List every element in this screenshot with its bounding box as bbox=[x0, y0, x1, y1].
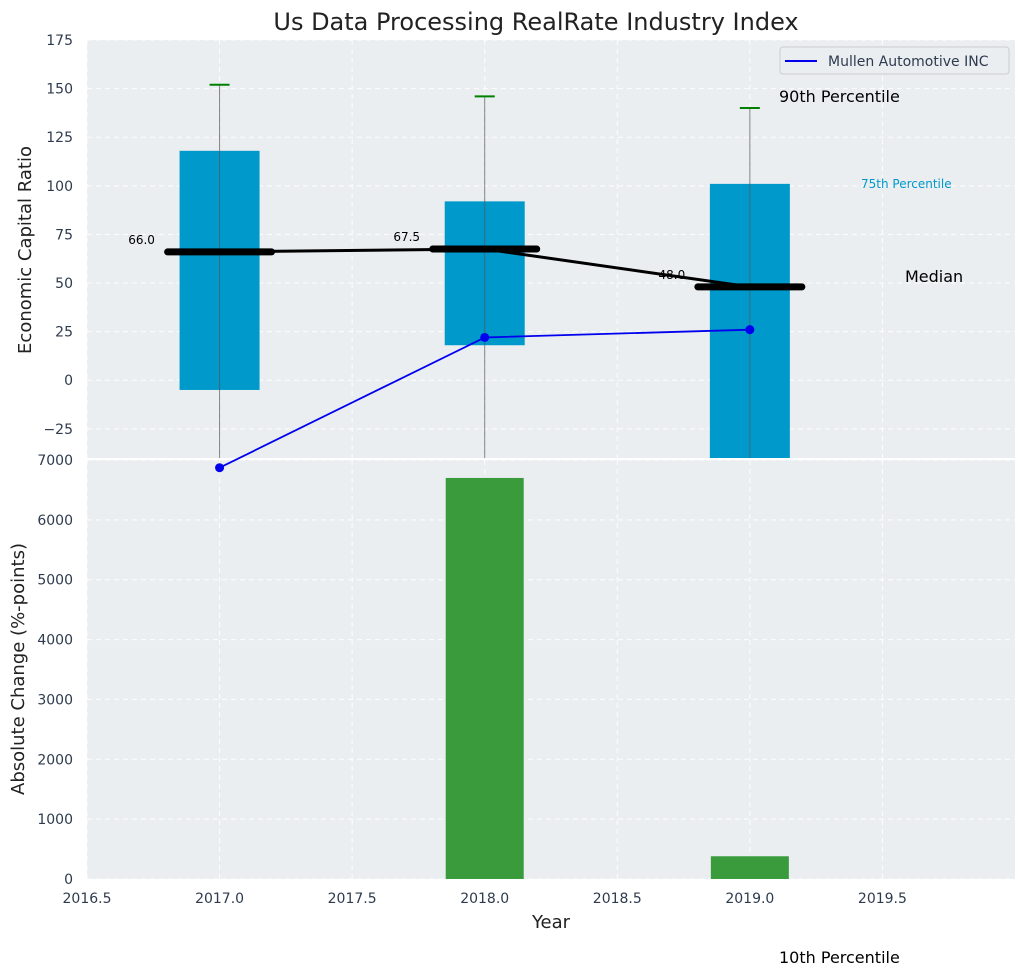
series-point-mullen bbox=[480, 332, 490, 342]
top-y-tick-label: 100 bbox=[46, 179, 73, 195]
bottom-y-tick-label: 5000 bbox=[37, 573, 73, 589]
top-y-tick-label: 25 bbox=[55, 325, 73, 341]
x-tick-label: 2017.5 bbox=[328, 891, 377, 907]
top-y-tick-label: 50 bbox=[55, 276, 73, 292]
x-tick-label: 2019.0 bbox=[725, 891, 774, 907]
legend-label: Mullen Automotive INC bbox=[828, 54, 989, 70]
top-y-tick-label: −25 bbox=[43, 422, 73, 438]
grid-bottom bbox=[86, 459, 1015, 880]
top-plot-layer: 66.0 67.5 48.0 bbox=[128, 83, 806, 473]
top-y-tick-label: 150 bbox=[46, 82, 73, 98]
x-tick-label: 2017.0 bbox=[195, 891, 244, 907]
bottom-y-tick-label: 2000 bbox=[37, 752, 73, 768]
annotation-90th-percentile: 90th Percentile bbox=[779, 87, 900, 106]
top-y-tick-label: 0 bbox=[64, 373, 73, 389]
bottom-y-tick-label: 0 bbox=[64, 872, 73, 888]
annotation-median: Median bbox=[905, 267, 963, 286]
bottom-y-tick-label: 1000 bbox=[37, 812, 73, 828]
annotation-10th-percentile: 10th Percentile bbox=[779, 948, 900, 967]
top-y-tick-label: 125 bbox=[46, 130, 73, 146]
series-point-mullen bbox=[745, 325, 755, 335]
legend-box bbox=[779, 46, 1010, 75]
bottom-panel bbox=[87, 460, 1015, 879]
change-bar bbox=[710, 856, 789, 879]
chart-title: Us Data Processing RealRate Industry Ind… bbox=[273, 8, 798, 36]
ticks-layer: 2016.5 2017.0 2017.5 2018.0 2018.5 2019.0 2019… bbox=[37, 33, 907, 907]
top-y-axis-label: Economic Capital Ratio bbox=[15, 146, 36, 354]
x-tick-label: 2018.5 bbox=[593, 891, 642, 907]
bottom-y-tick-label: 7000 bbox=[37, 453, 73, 469]
bottom-plot-layer bbox=[445, 477, 789, 879]
annotation-75th-percentile: 75th Percentile bbox=[861, 177, 952, 191]
median-value-label: 67.5 bbox=[393, 230, 420, 244]
x-tick-label: 2016.5 bbox=[63, 891, 112, 907]
series-point-mullen bbox=[215, 463, 225, 473]
bottom-y-tick-label: 6000 bbox=[37, 513, 73, 529]
top-y-tick-label: 75 bbox=[55, 227, 73, 243]
bottom-y-axis-label: Absolute Change (%-points) bbox=[8, 543, 29, 795]
bottom-y-tick-label: 4000 bbox=[37, 633, 73, 649]
top-y-tick-label: 175 bbox=[46, 33, 73, 49]
median-value-label: 66.0 bbox=[128, 233, 155, 247]
x-axis-label: Year bbox=[531, 912, 571, 933]
legend: Mullen Automotive INC bbox=[779, 46, 1010, 75]
x-tick-label: 2019.5 bbox=[858, 891, 907, 907]
change-bar bbox=[445, 477, 524, 879]
bottom-y-tick-label: 3000 bbox=[37, 692, 73, 708]
median-value-label: 48.0 bbox=[658, 268, 685, 282]
x-tick-label: 2018.0 bbox=[460, 891, 509, 907]
